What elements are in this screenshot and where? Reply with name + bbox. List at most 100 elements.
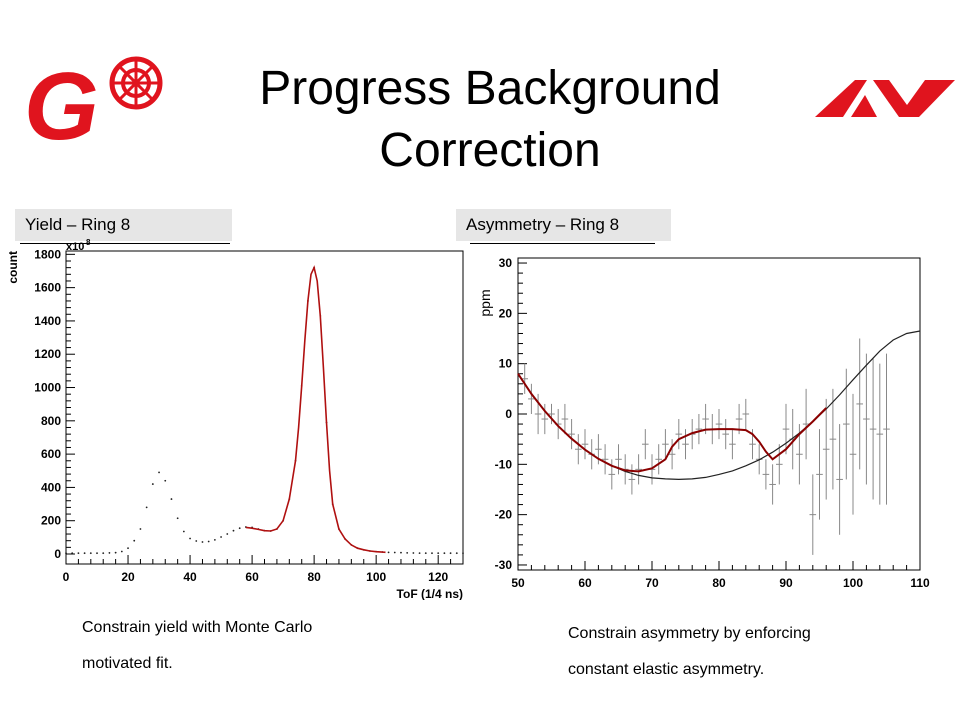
yield-y-tick-label: 800 [41,414,61,428]
yield-data-point [114,551,117,554]
yield-y-tick-label: 0 [54,547,61,561]
slide-title: Progress Background Correction [190,58,790,182]
yield-x-tick-label: 60 [245,570,259,584]
asymmetry-constrained-fit-curve [517,373,827,473]
yield-data-point [431,552,433,555]
yield-data-point [393,551,396,554]
yield-data-point [139,528,142,530]
yield-data-point [182,530,185,533]
asymmetry-caption: Constrain asymmetry by enforcing constan… [568,616,811,688]
yield-data-point [387,551,390,554]
asymmetry-chart: 50 60 70 80 90 100 110 -30 -20 -10 0 10 20 30 ppm [477,256,930,590]
yield-data-point [89,552,92,555]
yield-data-point [424,552,427,555]
slide-title-line2: Correction [379,124,601,177]
yield-caption-line1: Constrain yield with Monte Carlo [82,619,313,636]
yield-tag: Yield – Ring 8 [15,209,232,241]
yield-data-point [238,527,241,530]
yield-data-point [400,551,402,554]
yield-fit-curve [245,265,386,554]
yield-data-point [164,479,167,482]
asymmetry-y-tick-label: -30 [495,558,513,572]
asymmetry-y-tick-label: -20 [495,508,513,522]
yield-data-point [158,471,160,474]
yield-data-point [437,552,440,555]
yield-data-point [151,483,154,485]
yield-caption-line2: motivated fit. [82,655,173,672]
asymmetry-x-tick-label: 110 [910,576,930,590]
yield-data-point [462,552,464,555]
asymmetry-y-tick-label: -10 [495,457,513,471]
yield-x-tick-label: 80 [307,570,321,584]
yield-data-point [449,552,452,555]
yield-x-tick-label: 20 [121,570,135,584]
yield-x-tick-label: 100 [366,570,386,584]
asymmetry-tag-underline [470,243,655,244]
asymmetry-x-tick-label: 60 [578,576,592,590]
asymmetry-tag: Asymmetry – Ring 8 [456,209,671,241]
yield-data-point [65,552,67,555]
yield-y-tick-label: 600 [41,447,61,461]
yield-plot-frame [65,250,464,565]
asymmetry-caption-line1: Constrain asymmetry by enforcing [568,625,811,642]
slide-title-line1: Progress Background [259,62,721,115]
yield-data-point [176,517,179,520]
asymmetry-y-tick-label: 10 [499,357,513,371]
yield-data-point [455,552,458,555]
g-logo-letter: G [24,55,99,145]
yield-data-point [133,539,136,542]
asymmetry-y-axis-label: ppm [477,289,493,316]
yield-y-tick-label: 1600 [34,281,61,295]
asymmetry-y-tick-label: 0 [505,407,512,421]
yield-data-point [412,552,415,554]
yield-x-tick-label: 120 [428,570,448,584]
asymmetry-caption-line2: constant elastic asymmetry. [568,661,765,678]
asymmetry-x-tick-label: 90 [779,576,793,590]
asymmetry-x-tick-label: 100 [843,576,863,590]
asymmetry-y-tick-label: 20 [499,306,513,320]
yield-data-point [207,540,210,543]
compass-wheel-icon [109,56,163,110]
yield-data-point [96,552,98,555]
yield-caption: Constrain yield with Monte Carlo motivat… [82,610,312,682]
yield-data-point [201,541,204,543]
yield-y-exponent-power: 8 [86,238,91,247]
yield-tag-underline [20,243,230,244]
yield-data-point [232,529,235,532]
yield-y-axis-label: count [6,251,20,284]
yield-x-tick-label: 0 [63,570,70,584]
yield-data-point [102,552,105,555]
yield-data-point [213,538,216,541]
yield-y-tick-label: 1000 [34,381,61,395]
yield-data-point [189,537,191,540]
jlab-logo [815,80,955,117]
yield-y-tick-label: 1200 [34,347,61,361]
yield-x-tick-label: 40 [183,570,197,584]
yield-y-exponent: x10 [66,241,84,253]
yield-data-point [443,552,446,555]
yield-data-point [418,552,421,554]
yield-data-point [71,552,74,555]
yield-data-point [195,540,198,542]
yield-data-point [226,533,229,535]
yield-y-tick-label: 1800 [34,247,61,261]
asymmetry-x-tick-label: 50 [511,576,525,590]
asymmetry-y-tick-label: 30 [499,256,513,270]
asymmetry-x-tick-label: 70 [645,576,659,590]
asymmetry-x-tick-label: 80 [712,576,726,590]
yield-data-point [120,550,123,553]
yield-data-point [127,547,129,550]
yield-data-point [77,552,80,555]
yield-data-point [220,536,222,538]
yield-y-tick-label: 400 [41,480,61,494]
yield-chart: 0 20 40 60 80 100 1200200400600800100012001400… [6,238,464,600]
yield-data-point [108,552,111,554]
yield-data-point [83,552,86,555]
g-logo: G [24,55,163,145]
yield-data-point [406,551,409,554]
yield-y-tick-label: 1400 [34,314,61,328]
yield-y-tick-label: 200 [41,514,61,528]
yield-x-axis-label: ToF (1/4 ns) [397,587,463,600]
yield-data-point [145,506,148,509]
yield-data-point [170,498,173,500]
